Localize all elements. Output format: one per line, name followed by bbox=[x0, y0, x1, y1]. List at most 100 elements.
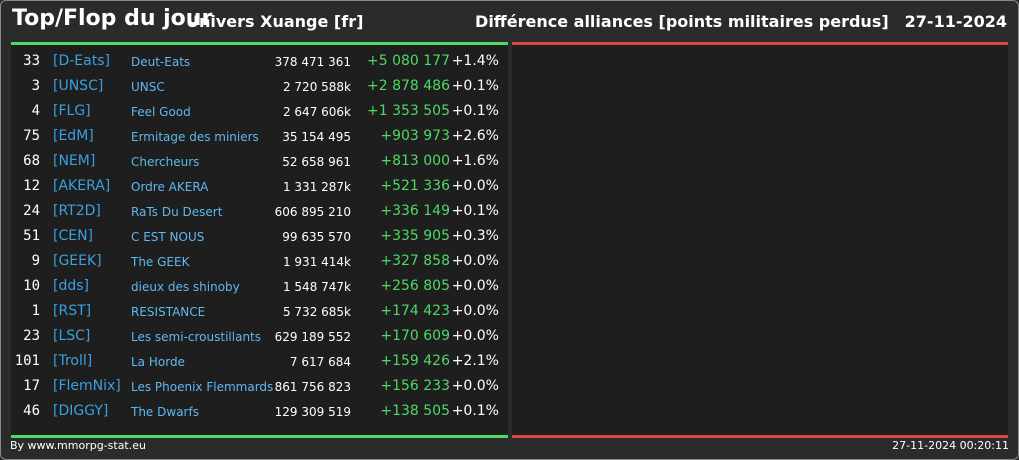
points-cell: 629 189 552 bbox=[274, 330, 351, 344]
alliance-tag-link[interactable]: [NEM] bbox=[53, 153, 96, 169]
percent-cell: +0.1% bbox=[451, 403, 499, 419]
alliance-tag-link[interactable]: [FLG] bbox=[53, 103, 91, 119]
points-cell: 1 931 414k bbox=[282, 255, 351, 269]
percent-cell: +0.0% bbox=[451, 378, 499, 394]
footer-timestamp: 27-11-2024 00:20:11 bbox=[892, 439, 1009, 452]
diff-cell: +159 426 bbox=[380, 353, 450, 369]
list-item: 10 [dds] dieux des shinoby 1 548 747k +256 8… bbox=[11, 275, 508, 300]
flop-panel bbox=[512, 42, 1008, 438]
diff-cell: +521 336 bbox=[380, 178, 450, 194]
alliance-tag-link[interactable]: [LSC] bbox=[53, 328, 91, 344]
alliance-name-link[interactable]: UNSC bbox=[131, 80, 165, 94]
alliance-tag-link[interactable]: [dds] bbox=[53, 278, 89, 294]
list-item: 75 [EdM] Ermitage des miniers 35 154 495 +90… bbox=[11, 125, 508, 150]
points-cell: 2 647 606k bbox=[282, 105, 351, 119]
diff-cell: +138 505 bbox=[380, 403, 450, 419]
diff-cell: +5 080 177 bbox=[367, 53, 450, 69]
alliance-name-link[interactable]: The GEEK bbox=[131, 255, 190, 269]
top-panel: 33 [D-Eats] Deut-Eats 378 471 361 +5 080 177… bbox=[11, 42, 508, 438]
alliance-tag-link[interactable]: [D-Eats] bbox=[53, 53, 110, 69]
alliance-name-link[interactable]: RaTs Du Desert bbox=[131, 205, 223, 219]
rank-cell: 3 bbox=[31, 78, 40, 94]
footer-credit: By www.mmorpg-stat.eu bbox=[10, 439, 146, 452]
alliance-tag-link[interactable]: [CEN] bbox=[53, 228, 94, 244]
diff-cell: +256 805 bbox=[380, 278, 450, 294]
alliance-name-link[interactable]: dieux des shinoby bbox=[131, 280, 240, 294]
alliance-name-link[interactable]: The Dwarfs bbox=[131, 405, 199, 419]
points-cell: 1 331 287k bbox=[282, 180, 351, 194]
points-cell: 99 635 570 bbox=[282, 230, 351, 244]
alliance-name-link[interactable]: C EST NOUS bbox=[131, 230, 205, 244]
alliance-tag-link[interactable]: [Troll] bbox=[53, 353, 93, 369]
alliance-tag-link[interactable]: [EdM] bbox=[53, 128, 94, 144]
rank-cell: 9 bbox=[31, 253, 40, 269]
points-cell: 606 895 210 bbox=[274, 205, 351, 219]
rank-cell: 4 bbox=[31, 103, 40, 119]
alliance-tag-link[interactable]: [RT2D] bbox=[53, 203, 101, 219]
alliance-tag-link[interactable]: [RST] bbox=[53, 303, 92, 319]
rank-cell: 33 bbox=[23, 53, 40, 69]
alliance-tag-link[interactable]: [DIGGY] bbox=[53, 403, 109, 419]
rank-cell: 23 bbox=[23, 328, 40, 344]
header-right: Différence alliances [points militaires … bbox=[475, 12, 1007, 31]
alliance-tag-link[interactable]: [GEEK] bbox=[53, 253, 102, 269]
rank-cell: 12 bbox=[23, 178, 40, 194]
points-cell: 52 658 961 bbox=[282, 155, 351, 169]
list-item: 68 [NEM] Chercheurs 52 658 961 +813 000 +1.6% bbox=[11, 150, 508, 175]
diff-cell: +335 905 bbox=[380, 228, 450, 244]
rank-cell: 75 bbox=[23, 128, 40, 144]
alliance-name-link[interactable]: RESISTANCE bbox=[131, 305, 206, 319]
percent-cell: +0.0% bbox=[451, 278, 499, 294]
percent-cell: +0.0% bbox=[451, 253, 499, 269]
list-item: 9 [GEEK] The GEEK 1 931 414k +327 858 +0.0% bbox=[11, 250, 508, 275]
alliance-tag-link[interactable]: [UNSC] bbox=[53, 78, 104, 94]
list-item: 1 [RST] RESISTANCE 5 732 685k +174 423 +0.0% bbox=[11, 300, 508, 325]
alliance-name-link[interactable]: La Horde bbox=[131, 355, 185, 369]
diff-cell: +813 000 bbox=[380, 153, 450, 169]
alliance-tag-link[interactable]: [FlemNix] bbox=[53, 378, 121, 394]
list-item: 101 [Troll] La Horde 7 617 684 +159 426 +2.1% bbox=[11, 350, 508, 375]
points-cell: 2 720 588k bbox=[282, 80, 351, 94]
list-item: 4 [FLG] Feel Good 2 647 606k +1 353 505 +0.1% bbox=[11, 100, 508, 125]
diff-cell: +170 609 bbox=[380, 328, 450, 344]
points-cell: 7 617 684 bbox=[289, 355, 351, 369]
list-item: 33 [D-Eats] Deut-Eats 378 471 361 +5 080 177… bbox=[11, 50, 508, 75]
alliance-tag-link[interactable]: [AKERA] bbox=[53, 178, 111, 194]
diff-cell: +903 973 bbox=[380, 128, 450, 144]
alliance-name-link[interactable]: Chercheurs bbox=[131, 155, 200, 169]
list-item: 24 [RT2D] RaTs Du Desert 606 895 210 +336 14… bbox=[11, 200, 508, 225]
points-cell: 1 548 747k bbox=[282, 280, 351, 294]
diff-cell: +2 878 486 bbox=[367, 78, 450, 94]
diff-cell: +1 353 505 bbox=[367, 103, 450, 119]
alliance-name-link[interactable]: Ordre AKERA bbox=[131, 180, 209, 194]
universe-label: Univers Xuange [fr] bbox=[186, 12, 364, 31]
percent-cell: +0.3% bbox=[451, 228, 499, 244]
diff-cell: +156 233 bbox=[380, 378, 450, 394]
rank-cell: 51 bbox=[23, 228, 40, 244]
list-item: 17 [FlemNix] Les Phoenix Flemmards 861 756 … bbox=[11, 375, 508, 400]
percent-cell: +0.1% bbox=[451, 78, 499, 94]
diff-cell: +174 423 bbox=[380, 303, 450, 319]
alliance-name-link[interactable]: Deut-Eats bbox=[131, 55, 191, 69]
list-item: 23 [LSC] Les semi-croustillants 629 189 552… bbox=[11, 325, 508, 350]
alliance-name-link[interactable]: Ermitage des miniers bbox=[131, 130, 259, 144]
percent-cell: +0.1% bbox=[451, 203, 499, 219]
percent-cell: +1.6% bbox=[451, 153, 499, 169]
percent-cell: +0.0% bbox=[451, 178, 499, 194]
percent-cell: +0.0% bbox=[451, 303, 499, 319]
alliance-name-link[interactable]: Les Phoenix Flemmards bbox=[131, 380, 274, 394]
percent-cell: +2.6% bbox=[451, 128, 499, 144]
points-cell: 378 471 361 bbox=[274, 55, 351, 69]
alliance-name-link[interactable]: Feel Good bbox=[131, 105, 191, 119]
rank-cell: 10 bbox=[23, 278, 40, 294]
date-label: 27-11-2024 bbox=[904, 12, 1007, 31]
rank-cell: 1 bbox=[31, 303, 40, 319]
list-item: 12 [AKERA] Ordre AKERA 1 331 287k +521 336 +0… bbox=[11, 175, 508, 200]
diff-cell: +327 858 bbox=[380, 253, 450, 269]
points-cell: 861 756 823 bbox=[274, 380, 351, 394]
points-cell: 129 309 519 bbox=[274, 405, 351, 419]
percent-cell: +0.0% bbox=[451, 328, 499, 344]
alliance-name-link[interactable]: Les semi-croustillants bbox=[131, 330, 262, 344]
rank-cell: 46 bbox=[23, 403, 40, 419]
diff-cell: +336 149 bbox=[380, 203, 450, 219]
